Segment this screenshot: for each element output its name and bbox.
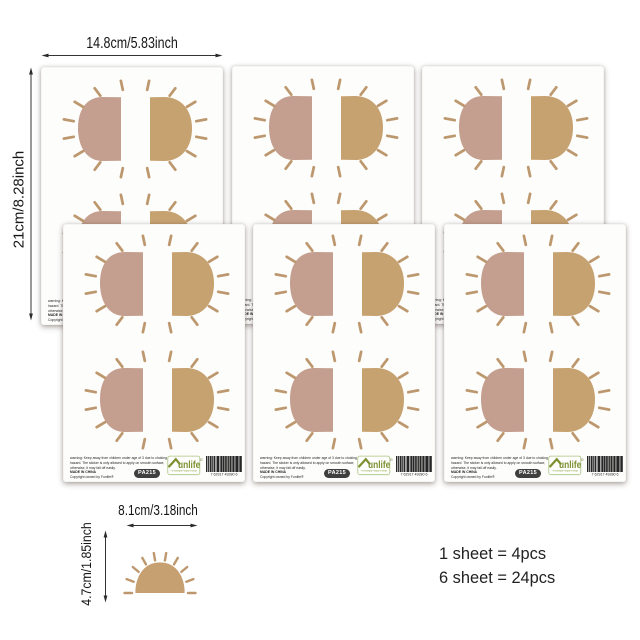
svg-text:unlife: unlife [368,460,391,471]
svg-text:7 62917 49280 6: 7 62917 49280 6 [401,473,428,477]
svg-text:R: R [391,460,393,462]
svg-text:LIVING THE LIFE: LIVING THE LIFE [173,471,198,473]
svg-text:LIVING THE LIFE: LIVING THE LIFE [554,471,579,473]
svg-text:7 62917 49280 6: 7 62917 49280 6 [211,473,238,477]
svg-text:R: R [582,460,584,462]
svg-text:LIVING THE LIFE: LIVING THE LIFE [363,471,388,473]
svg-text:7 62917 49280 6: 7 62917 49280 6 [592,473,619,477]
svg-text:R: R [201,460,203,462]
svg-text:unlife: unlife [559,460,582,471]
svg-text:unlife: unlife [178,460,201,471]
